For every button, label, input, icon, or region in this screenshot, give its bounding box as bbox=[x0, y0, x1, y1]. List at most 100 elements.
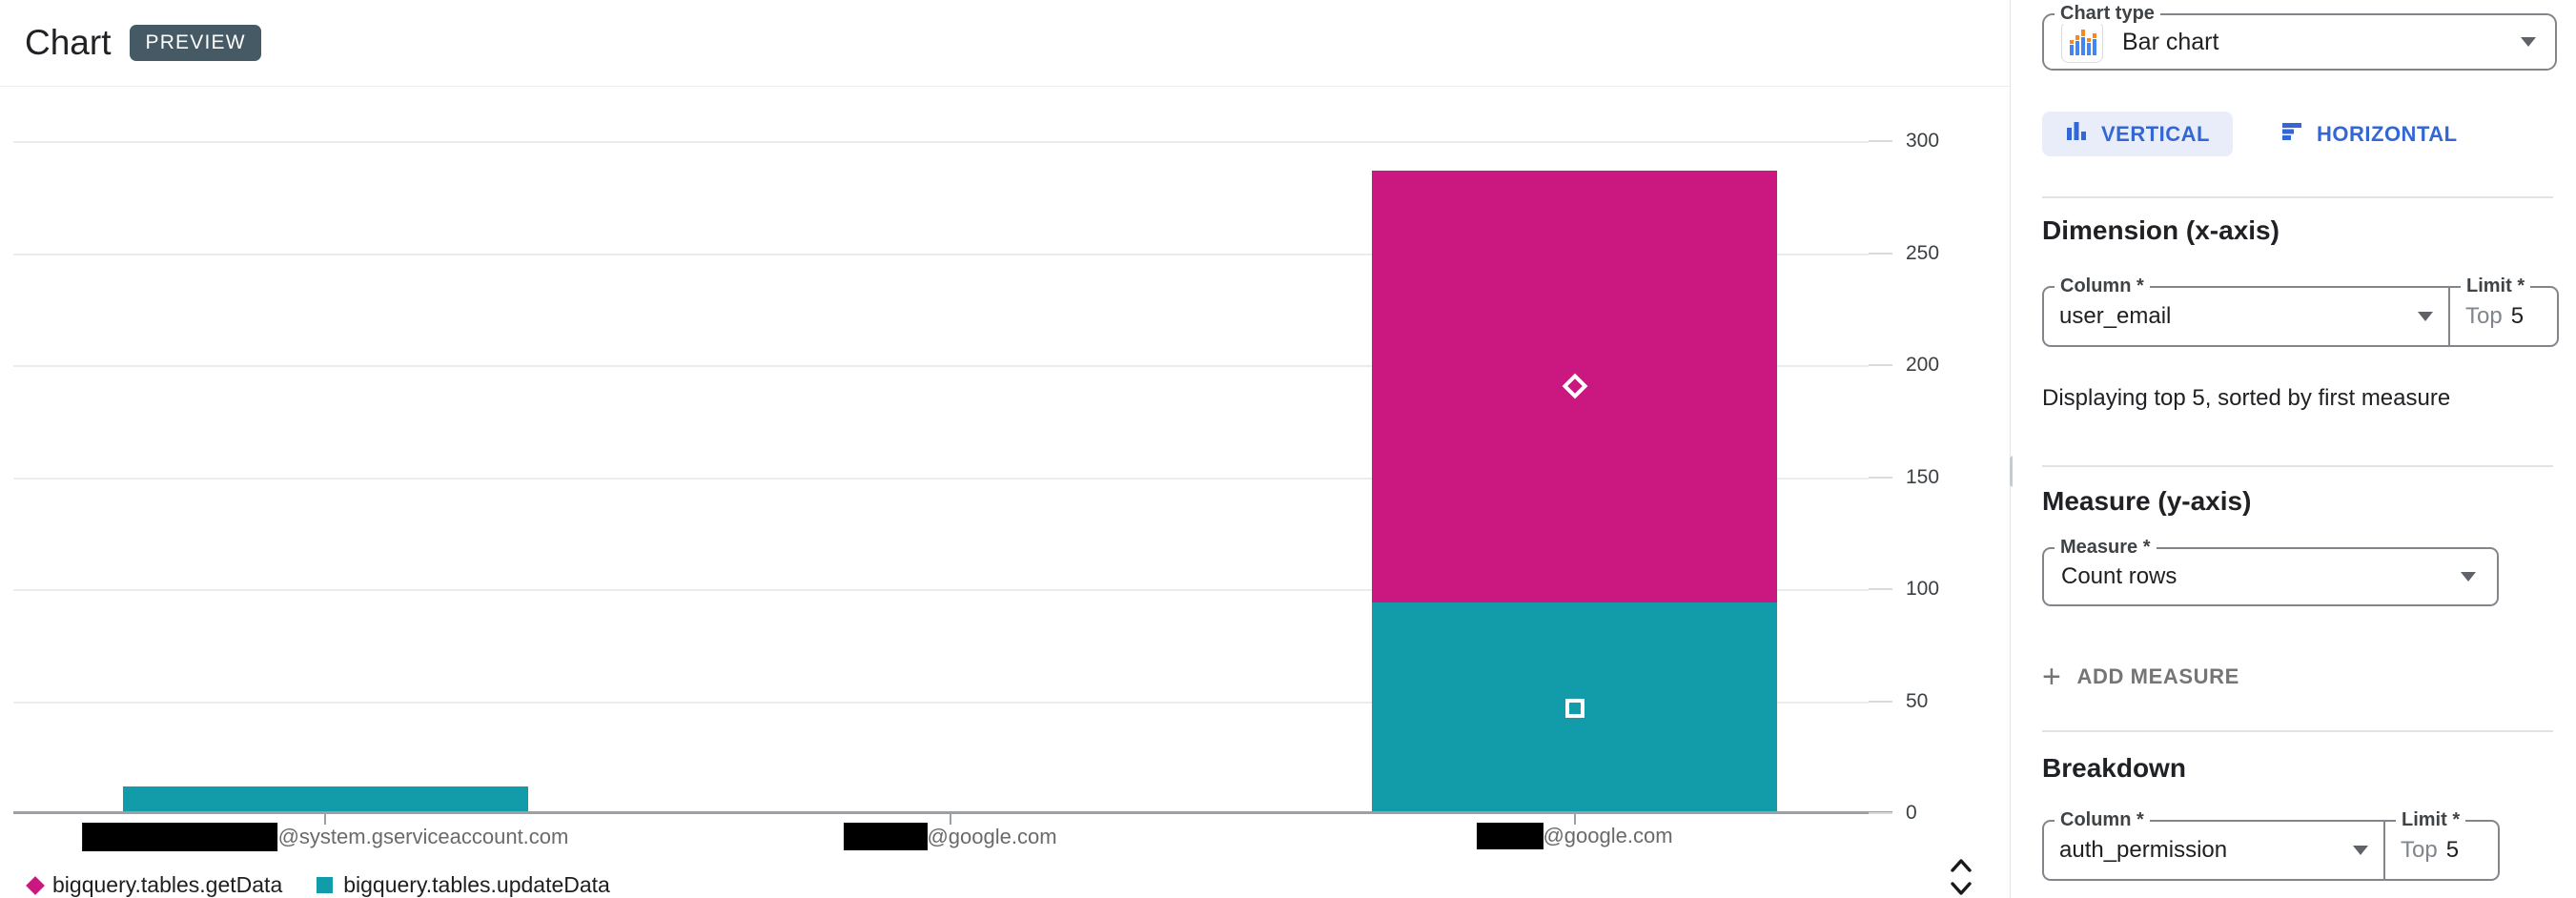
divider bbox=[2042, 465, 2553, 467]
breakdown-fields: Column * auth_permission Limit * Top 5 bbox=[2042, 809, 2500, 881]
divider bbox=[2042, 730, 2553, 732]
x-axis-tick bbox=[1573, 813, 1576, 825]
measure-field-label: Measure * bbox=[2055, 537, 2157, 558]
y-axis-tick-label: 0 bbox=[1906, 802, 1917, 824]
measure-select[interactable]: Measure * Count rows bbox=[2042, 537, 2499, 606]
breakdown-column-value: auth_permission bbox=[2059, 837, 2228, 863]
breakdown-column-select[interactable]: Column * auth_permission bbox=[2044, 809, 2383, 879]
legend-label: bigquery.tables.getData bbox=[52, 872, 283, 897]
x-axis-tick bbox=[949, 813, 951, 825]
redacted-text-box bbox=[1476, 823, 1544, 849]
page-title: Chart bbox=[25, 23, 112, 62]
add-measure-label: ADD MEASURE bbox=[2076, 664, 2239, 688]
gridline bbox=[13, 477, 1869, 480]
y-axis-tick bbox=[1869, 364, 1892, 366]
horizontal-button[interactable]: HORIZONTAL bbox=[2258, 112, 2481, 156]
preview-badge: PREVIEW bbox=[130, 25, 261, 61]
horizontal-button-label: HORIZONTAL bbox=[2317, 121, 2458, 146]
chart-type-select[interactable]: Chart type Bar chart bbox=[2042, 3, 2557, 71]
breakdown-limit-value: 5 bbox=[2445, 837, 2460, 863]
x-axis-tick bbox=[324, 813, 327, 825]
dimension-fields: Column * user_email Limit * Top 5 bbox=[2042, 276, 2559, 347]
gridline bbox=[13, 141, 1869, 143]
chart-card: 0 50 100 150 200 250 300 @system.gserviceaccou… bbox=[0, 87, 2010, 898]
breakdown-heading: Breakdown bbox=[2042, 753, 2186, 783]
legend-label: bigquery.tables.updateData bbox=[343, 872, 610, 897]
legend-diamond-icon bbox=[26, 875, 45, 895]
x-axis-ticks bbox=[13, 813, 1887, 827]
legend-item: bigquery.tables.getData bbox=[26, 872, 283, 898]
redacted-text-box bbox=[82, 823, 278, 851]
y-axis-tick bbox=[1869, 140, 1892, 142]
breakdown-limit-prefix: Top bbox=[2401, 837, 2438, 863]
x-axis-labels: @system.gserviceaccount.com @google.com @g… bbox=[13, 823, 1887, 863]
x-axis-label-text: @google.com bbox=[1543, 824, 1673, 847]
plot-area bbox=[13, 141, 1887, 813]
gridline bbox=[13, 589, 1869, 591]
dimension-column-select[interactable]: Column * user_email bbox=[2044, 276, 2448, 345]
x-axis-label-text: @google.com bbox=[927, 824, 1057, 848]
dropdown-caret-icon bbox=[2353, 846, 2368, 855]
vertical-button-label: VERTICAL bbox=[2101, 121, 2210, 146]
y-axis-tick-label: 150 bbox=[1906, 465, 1940, 488]
vertical-bars-icon bbox=[2065, 120, 2088, 149]
gridline bbox=[13, 253, 1869, 255]
divider bbox=[2042, 196, 2553, 198]
x-axis-category-label: @google.com bbox=[1476, 823, 1673, 849]
redacted-text-box bbox=[843, 823, 928, 850]
x-axis-label-text: @system.gserviceaccount.com bbox=[277, 825, 569, 848]
breakdown-limit-label: Limit * bbox=[2396, 809, 2466, 830]
y-axis-tick bbox=[1869, 700, 1892, 703]
bar-chart-type-icon bbox=[2061, 21, 2103, 63]
y-axis-tick-label: 100 bbox=[1906, 578, 1940, 600]
dimension-limit-value: 5 bbox=[2510, 303, 2525, 329]
dropdown-caret-icon bbox=[2418, 312, 2433, 321]
dimension-column-label: Column * bbox=[2055, 276, 2150, 296]
bar-segment[interactable] bbox=[1371, 170, 1778, 603]
dimension-limit-prefix: Top bbox=[2465, 303, 2503, 329]
y-axis-labels: 0 50 100 150 200 250 300 bbox=[1869, 130, 2007, 824]
breakdown-column-label: Column * bbox=[2055, 809, 2150, 830]
y-axis-tick-label: 200 bbox=[1906, 354, 1940, 376]
y-axis-tick bbox=[1869, 476, 1892, 479]
dimension-note: Displaying top 5, sorted by first measur… bbox=[2042, 385, 2451, 411]
y-axis-tick-label: 250 bbox=[1906, 241, 1940, 264]
y-axis-tick bbox=[1869, 252, 1892, 255]
vertical-button[interactable]: VERTICAL bbox=[2042, 112, 2233, 156]
unfold-more-icon[interactable] bbox=[1947, 855, 1975, 898]
chart-title-row: Chart PREVIEW bbox=[0, 0, 2010, 87]
chart-preview-region: Chart PREVIEW 0 50 100 150 200 250 300 @system… bbox=[0, 0, 2011, 898]
dimension-column-value: user_email bbox=[2059, 303, 2172, 329]
y-axis-tick-label: 50 bbox=[1906, 689, 1929, 712]
square-marker-icon bbox=[1564, 698, 1584, 718]
x-axis-category-label: @google.com bbox=[843, 823, 1057, 850]
chart-type-value: Bar chart bbox=[2122, 28, 2219, 55]
chart-type-label: Chart type bbox=[2055, 3, 2160, 24]
x-axis-line bbox=[13, 811, 1892, 814]
dimension-heading: Dimension (x-axis) bbox=[2042, 215, 2280, 245]
gridline bbox=[13, 365, 1869, 367]
add-measure-button[interactable]: + ADD MEASURE bbox=[2042, 659, 2239, 695]
dimension-limit-input[interactable]: Limit * Top 5 bbox=[2448, 276, 2557, 345]
chart-legend: bigquery.tables.getData bigquery.tables.u… bbox=[26, 872, 610, 898]
legend-item: bigquery.tables.updateData bbox=[317, 872, 610, 898]
legend-square-icon bbox=[317, 877, 334, 893]
horizontal-bars-icon bbox=[2280, 120, 2303, 149]
y-axis-tick bbox=[1869, 812, 1892, 814]
dropdown-caret-icon bbox=[2461, 572, 2476, 582]
bar-segment[interactable] bbox=[1371, 602, 1778, 813]
x-axis-category-label: @system.gserviceaccount.com bbox=[82, 823, 569, 851]
plot-gridlines bbox=[13, 141, 1869, 813]
plus-icon: + bbox=[2042, 659, 2062, 695]
bar-segment[interactable] bbox=[122, 786, 529, 813]
y-axis-tick bbox=[1869, 588, 1892, 590]
dimension-limit-label: Limit * bbox=[2461, 276, 2531, 296]
gridline bbox=[13, 701, 1869, 704]
orientation-toggle: VERTICAL HORIZONTAL bbox=[2042, 112, 2481, 156]
breakdown-limit-input[interactable]: Limit * Top 5 bbox=[2383, 809, 2498, 879]
dropdown-caret-icon bbox=[2521, 37, 2536, 47]
y-axis-tick-label: 300 bbox=[1906, 130, 1940, 152]
measure-field-value: Count rows bbox=[2061, 563, 2177, 589]
chart-config-panel: Chart type Bar chart bbox=[2013, 0, 2576, 898]
